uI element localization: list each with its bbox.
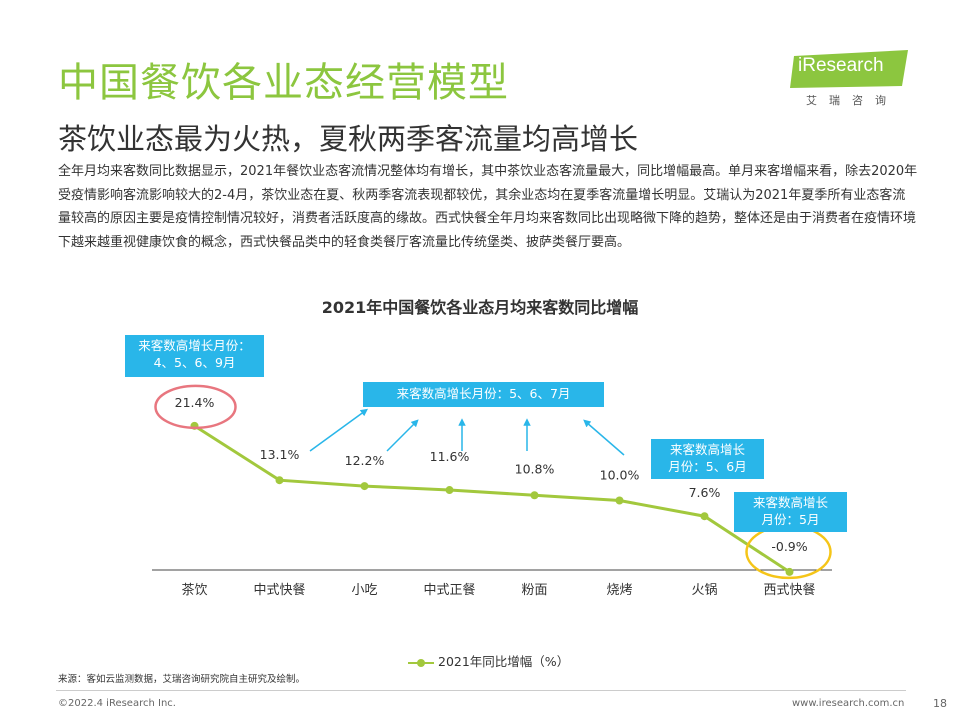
website-text: www.iresearch.com.cn <box>792 698 905 709</box>
x-tick-label: 粉面 <box>521 583 547 598</box>
iresearch-logo: iResearch 艾瑞咨询 <box>790 50 912 110</box>
source-note: 来源：客如云监测数据，艾瑞咨询研究院自主研究及绘制。 <box>58 674 306 685</box>
data-point <box>445 486 454 495</box>
data-point <box>615 496 624 505</box>
legend-label: 2021年同比增幅（%） <box>438 654 570 669</box>
callout-line: 4、5、6、9月 <box>153 355 236 370</box>
body-paragraph: 全年月均来客数同比数据显示，2021年餐饮业态客流情况整体均有增长，其中茶饮业态… <box>58 164 918 250</box>
highlight-circle-red <box>154 384 237 430</box>
arrow-icon <box>583 419 625 456</box>
data-point <box>360 482 369 491</box>
legend-line-marker <box>408 658 434 667</box>
callout-line: 月份：5月 <box>761 512 820 527</box>
data-label: 21.4% <box>175 395 215 410</box>
data-label: 12.2% <box>345 453 385 468</box>
series-line <box>193 424 791 574</box>
callout-line: 来客数高增长月份：5、6、7月 <box>396 386 571 401</box>
data-label: -0.9% <box>771 539 807 554</box>
logo-subtext: 艾瑞咨询 <box>806 94 898 107</box>
x-tick-label: 西式快餐 <box>763 582 815 598</box>
annotation-callout: 来客数高增长 月份：5、6月 <box>651 439 764 479</box>
x-tick-label: 中式快餐 <box>253 582 305 598</box>
data-label: 13.1% <box>260 447 300 462</box>
callout-line: 来客数高增长 <box>752 495 828 510</box>
data-point <box>530 491 539 500</box>
arrow-icon <box>309 408 369 452</box>
copyright-text: ©2022.4 iResearch Inc. <box>58 698 176 709</box>
data-point <box>700 512 709 521</box>
x-tick-label: 中式正餐 <box>423 582 475 598</box>
data-label: 10.0% <box>600 468 640 483</box>
x-tick-label: 烧烤 <box>606 583 632 598</box>
logo-badge-icon <box>790 50 908 88</box>
callout-line: 来客数高增长 <box>669 442 745 457</box>
x-tick-label: 小吃 <box>351 582 377 598</box>
x-tick-label: 火锅 <box>691 582 717 598</box>
arrow-icon <box>386 419 419 452</box>
data-point <box>275 476 284 485</box>
annotation-callout: 来客数高增长月份： 4、5、6、9月 <box>125 335 264 377</box>
logo-text: iResearch <box>798 55 884 76</box>
data-label: 10.8% <box>515 461 555 476</box>
page-title: 中国餐饮各业态经营模型 <box>58 60 509 106</box>
callout-line: 月份：5、6月 <box>668 459 747 474</box>
chart-title: 2021年中国餐饮各业态月均来客数同比增幅 <box>321 298 639 317</box>
chart-legend: 2021年同比增幅（%） <box>408 651 569 670</box>
page-subtitle: 茶饮业态最为火热，夏秋两季客流量均高增长 <box>58 122 639 156</box>
footer-divider <box>56 690 906 691</box>
annotation-callout: 来客数高增长 月份：5月 <box>734 492 847 532</box>
data-point <box>785 567 794 576</box>
annotation-callout: 来客数高增长月份：5、6、7月 <box>363 382 604 407</box>
data-label: 7.6% <box>689 485 721 500</box>
page-number: 18 <box>933 697 947 710</box>
callout-line: 来客数高增长月份： <box>138 338 251 353</box>
x-tick-label: 茶饮 <box>181 582 207 598</box>
data-label: 11.6% <box>430 449 470 464</box>
